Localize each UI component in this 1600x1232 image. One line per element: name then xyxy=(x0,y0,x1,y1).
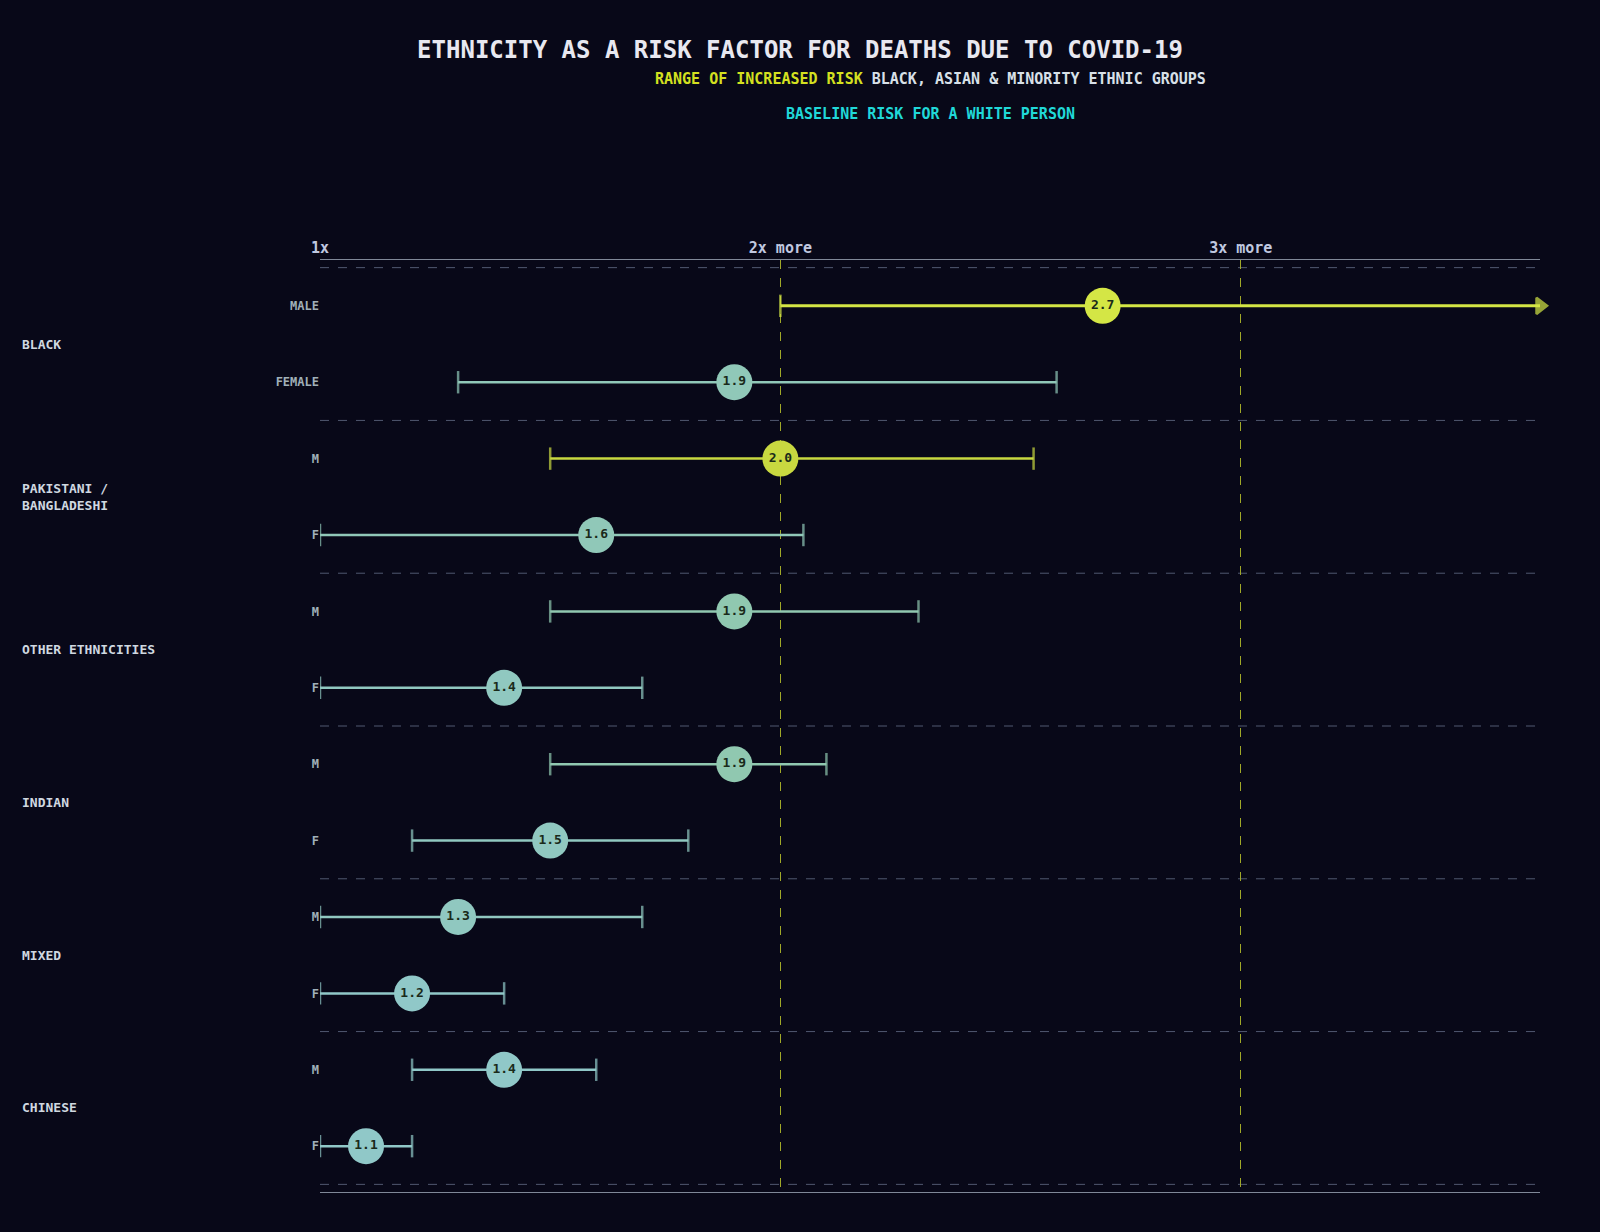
svg-text:F: F xyxy=(312,1139,319,1153)
svg-text:M: M xyxy=(312,605,319,619)
svg-text:1.6: 1.6 xyxy=(584,526,608,541)
svg-text:OTHER ETHNICITIES: OTHER ETHNICITIES xyxy=(22,642,155,657)
svg-text:1.3: 1.3 xyxy=(446,908,469,923)
svg-text:F: F xyxy=(312,987,319,1001)
svg-text:M: M xyxy=(312,757,319,771)
svg-text:1x: 1x xyxy=(311,239,329,257)
svg-text:INDIAN: INDIAN xyxy=(22,795,69,810)
svg-text:2.7: 2.7 xyxy=(1091,297,1114,312)
svg-text:M: M xyxy=(312,910,319,924)
svg-text:1.4: 1.4 xyxy=(492,1061,516,1076)
svg-text:MIXED: MIXED xyxy=(22,948,61,963)
svg-text:1.5: 1.5 xyxy=(538,832,561,847)
svg-text:M: M xyxy=(312,1063,319,1077)
svg-text:2.0: 2.0 xyxy=(769,450,793,465)
svg-text:BLACK: BLACK xyxy=(22,337,61,352)
svg-text:F: F xyxy=(312,681,319,695)
svg-text:1.1: 1.1 xyxy=(354,1137,378,1152)
svg-text:M: M xyxy=(312,452,319,466)
svg-text:FEMALE: FEMALE xyxy=(276,375,319,389)
svg-text:1.9: 1.9 xyxy=(723,755,746,770)
svg-text:F: F xyxy=(312,528,319,542)
svg-text:ETHNICITY AS A RISK FACTOR FOR: ETHNICITY AS A RISK FACTOR FOR DEATHS DU… xyxy=(417,36,1183,64)
svg-text:PAKISTANI /BANGLADESHI: PAKISTANI /BANGLADESHI xyxy=(22,481,108,513)
svg-text:F: F xyxy=(312,834,319,848)
svg-text:3x more: 3x more xyxy=(1209,239,1272,257)
svg-text:1.4: 1.4 xyxy=(492,679,516,694)
svg-text:1.9: 1.9 xyxy=(723,373,746,388)
svg-text:RANGE OF INCREASED RISK BLACK,: RANGE OF INCREASED RISK BLACK, ASIAN & M… xyxy=(655,70,1206,88)
svg-text:1.2: 1.2 xyxy=(400,985,423,1000)
svg-text:CHINESE: CHINESE xyxy=(22,1100,77,1115)
svg-text:2x more: 2x more xyxy=(749,239,812,257)
svg-text:1.9: 1.9 xyxy=(723,603,746,618)
svg-text:MALE: MALE xyxy=(290,299,319,313)
svg-text:BASELINE RISK FOR A WHITE PERS: BASELINE RISK FOR A WHITE PERSON xyxy=(786,105,1075,123)
